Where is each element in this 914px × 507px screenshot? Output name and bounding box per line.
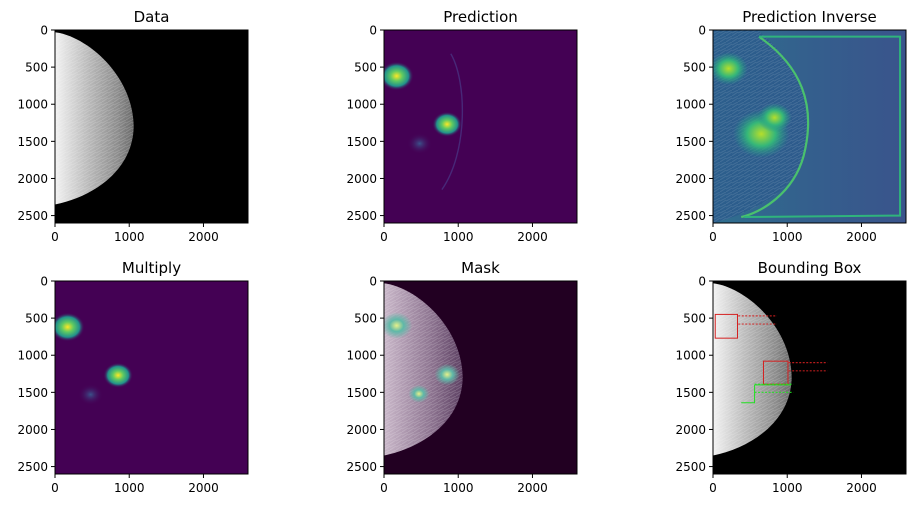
prediction-inverse-panel: Prediction Inverse 0 1000 2000 0 500 1000 1500 2… (675, 8, 907, 244)
prediction-inverse-xtick-label-2: 2000 (846, 230, 877, 244)
bounding-box-ytick-label-0: 0 (698, 275, 706, 289)
multiply-xtick-label-1: 1000 (114, 481, 145, 495)
mask-region-2 (434, 363, 460, 386)
multiply-ytick-label-1: 500 (25, 312, 48, 326)
data-axes-frame (54, 29, 249, 224)
multiply-panel: Multiply 0 1000 2000 0 500 1000 1500 2000 2500 (17, 259, 249, 495)
prediction-inverse-xtick-label-0: 0 (709, 230, 717, 244)
prediction-ytick-label-1: 500 (354, 61, 377, 75)
prediction-inverse-axes-frame (712, 29, 907, 224)
hotspot-2 (432, 111, 462, 137)
inverse-hotspot-3 (757, 103, 792, 133)
mask-xtick-label-0: 0 (380, 481, 388, 495)
multiply-ytick-label-3: 1500 (17, 386, 48, 400)
prediction-inverse-title: Prediction Inverse (742, 8, 877, 26)
faint-contour (441, 53, 464, 190)
multiply-xtick-label-2: 2000 (188, 481, 219, 495)
mask-xtick-label-2: 2000 (517, 481, 548, 495)
mask-ytick-label-3: 1500 (346, 386, 377, 400)
hotspot-3 (407, 132, 433, 155)
prediction-xtick-label-0: 0 (380, 230, 388, 244)
prediction-inverse-ytick-label-4: 2000 (675, 172, 706, 186)
mask-title: Mask (461, 259, 500, 277)
data-ytick-label-0: 0 (40, 24, 48, 38)
data-xtick-label-2: 2000 (188, 230, 219, 244)
data-ytick-label-1: 500 (25, 61, 48, 75)
bounding-box-ytick-label-2: 1000 (675, 349, 706, 363)
prediction-ytick-label-4: 2000 (346, 172, 377, 186)
prediction-title: Prediction (443, 8, 518, 26)
mask-ytick-label-0: 0 (369, 275, 377, 289)
bounding-box-1 (714, 313, 738, 339)
mask-axes-frame (383, 280, 578, 475)
mask-panel: Mask 0 1000 2000 0 500 1000 1500 2000 2500 (346, 259, 578, 495)
bounding-box-3 (741, 384, 791, 404)
bounding-box-ytick-label-3: 1500 (675, 386, 706, 400)
hotspot-3 (78, 383, 104, 406)
data-xtick-label-0: 0 (51, 230, 59, 244)
boundary-curve (740, 35, 810, 219)
hotspot-2 (103, 362, 133, 388)
multiply-ytick-label-4: 2000 (17, 423, 48, 437)
prediction-inverse-ytick-label-5: 2500 (675, 209, 706, 223)
prediction-image (384, 30, 577, 223)
multiply-ytick-label-0: 0 (40, 275, 48, 289)
prediction-inverse-ytick-label-2: 1000 (675, 98, 706, 112)
multiply-xtick-label-0: 0 (51, 481, 59, 495)
prediction-ytick-label-5: 2500 (346, 209, 377, 223)
bounding-box-xtick-label-1: 1000 (772, 481, 803, 495)
multiply-ytick-label-2: 1000 (17, 349, 48, 363)
mask-ytick-label-4: 2000 (346, 423, 377, 437)
multiply-title: Multiply (122, 259, 181, 277)
data-image (55, 30, 248, 223)
mask-region-1 (384, 312, 413, 339)
frame-edge (744, 35, 902, 219)
bounding-box-axes-frame (712, 280, 907, 475)
bounding-box-ytick-label-1: 500 (683, 312, 706, 326)
data-ytick-label-4: 2000 (17, 172, 48, 186)
bounding-box-image (713, 281, 906, 474)
prediction-xtick-label-2: 2000 (517, 230, 548, 244)
bounding-box-ytick-label-4: 2000 (675, 423, 706, 437)
bounding-box-ytick-label-5: 2500 (675, 460, 706, 474)
prediction-ytick-label-3: 1500 (346, 135, 377, 149)
prediction-inverse-xtick-label-1: 1000 (772, 230, 803, 244)
prediction-xtick-label-1: 1000 (443, 230, 474, 244)
data-ytick-label-3: 1500 (17, 135, 48, 149)
prediction-axes-frame (383, 29, 578, 224)
prediction-panel: Prediction 0 1000 2000 0 500 1000 1500 2000 2500 (346, 8, 578, 244)
hotspot-1 (55, 312, 85, 342)
data-ytick-label-2: 1000 (17, 98, 48, 112)
prediction-inverse-ytick-label-0: 0 (698, 24, 706, 38)
mask-image (384, 281, 577, 474)
data-xtick-label-1: 1000 (114, 230, 145, 244)
data-panel: Data 0 1000 2000 0 500 1000 1500 2000 2500 (17, 8, 249, 244)
bounding-box-xtick-label-2: 2000 (846, 481, 877, 495)
inverse-hotspot-1 (713, 52, 748, 86)
multiply-image (55, 281, 248, 474)
bounding-box-panel: Bounding Box 0 1000 2000 0 500 1000 1500 2000 250… (675, 259, 907, 495)
hotspot-1 (384, 61, 414, 91)
data-ytick-label-5: 2500 (17, 209, 48, 223)
multiply-axes-frame (54, 280, 249, 475)
data-title: Data (134, 8, 170, 26)
mask-ytick-label-1: 500 (354, 312, 377, 326)
mask-region-3 (408, 384, 430, 403)
prediction-inverse-image (713, 30, 906, 223)
prediction-inverse-ytick-label-1: 500 (683, 61, 706, 75)
multiply-ytick-label-5: 2500 (17, 460, 48, 474)
prediction-ytick-label-0: 0 (369, 24, 377, 38)
bounding-box-title: Bounding Box (758, 259, 862, 277)
prediction-inverse-ytick-label-3: 1500 (675, 135, 706, 149)
mask-xtick-label-1: 1000 (443, 481, 474, 495)
mask-ytick-label-5: 2500 (346, 460, 377, 474)
prediction-ytick-label-2: 1000 (346, 98, 377, 112)
mask-ytick-label-2: 1000 (346, 349, 377, 363)
bounding-box-xtick-label-0: 0 (709, 481, 717, 495)
